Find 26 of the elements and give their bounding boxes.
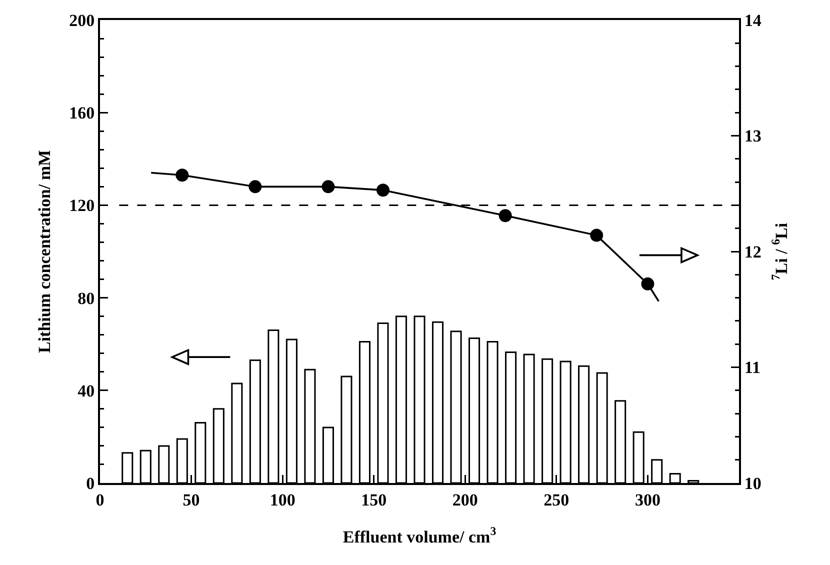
y2-tick-label: 11: [744, 358, 760, 378]
y-axis-title: Lithium concentration/ mM: [35, 150, 54, 354]
point: [498, 209, 512, 222]
x-tick-label: 250: [544, 490, 570, 510]
y-tick-label: 80: [78, 288, 95, 308]
x-tick-label: 50: [182, 490, 200, 510]
y-tick-label: 40: [78, 381, 95, 400]
x-tick-label: 200: [452, 490, 478, 510]
y-tick-label: 0: [86, 474, 95, 493]
point: [376, 184, 390, 197]
x-tick-label: 300: [634, 490, 660, 510]
y-tick-label: 160: [69, 104, 95, 123]
x-tick-label: 100: [270, 490, 296, 510]
y2-tick-label: 13: [744, 126, 762, 146]
point: [176, 168, 189, 182]
y-tick-label: 200: [69, 10, 95, 30]
y-tick-label: 120: [69, 196, 95, 216]
y2-tick-label: 10: [744, 474, 762, 493]
y2-tick-label: 14: [744, 10, 762, 30]
y2-tick-label: 12: [744, 242, 762, 262]
point: [322, 180, 335, 194]
point: [590, 228, 604, 242]
point: [641, 277, 654, 290]
point: [248, 180, 262, 194]
x-axis-title: Effluent volume/ cm$^{3}$: [342, 524, 496, 546]
x-tick-label: 150: [361, 490, 387, 510]
